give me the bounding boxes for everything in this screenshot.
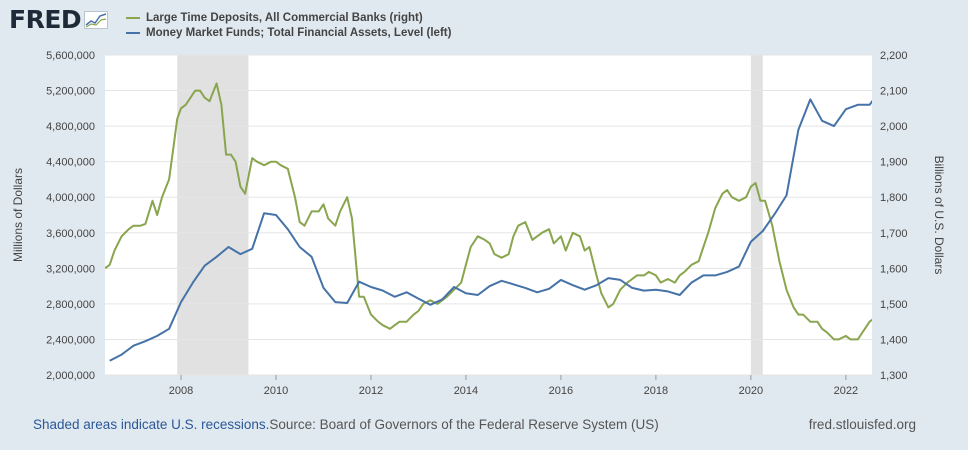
x-axis-ticks: 2008 2010 2012 2014 2016 2018 2020 2022 (169, 375, 858, 397)
legend-swatch-mmf (126, 31, 140, 34)
right-axis-title: Billions of U.S. Dollars (932, 156, 946, 275)
left-tick-label: 3,200,000 (46, 263, 95, 275)
left-tick-label: 4,000,000 (46, 192, 95, 204)
right-tick-label: 1,500 (880, 299, 908, 311)
right-tick-label: 1,400 (880, 334, 908, 346)
fred-site-link[interactable]: fred.stlouisfed.org (808, 417, 916, 432)
recession-note-link[interactable]: Shaded areas indicate U.S. recessions. (33, 417, 270, 432)
legend-label-deposits: Large Time Deposits, All Commercial Bank… (146, 11, 423, 24)
chart-footer-notes: Shaded areas indicate U.S. recessions.So… (33, 417, 659, 432)
x-tick-label: 2014 (454, 385, 478, 397)
recession-band-0 (177, 55, 249, 375)
left-tick-label: 5,600,000 (46, 50, 95, 62)
left-tick-label: 2,400,000 (46, 334, 95, 346)
x-tick-label: 2008 (169, 385, 193, 397)
right-tick-label: 1,700 (880, 228, 908, 240)
x-tick-label: 2010 (264, 385, 288, 397)
right-tick-label: 2,000 (880, 121, 908, 133)
left-tick-label: 5,200,000 (46, 86, 95, 98)
right-tick-label: 2,100 (880, 86, 908, 98)
left-tick-label: 4,400,000 (46, 157, 95, 169)
recession-shading (177, 55, 763, 375)
x-tick-label: 2020 (739, 385, 763, 397)
right-axis-ticks: 1,300 1,400 1,500 1,600 1,700 1,800 1,900 2,000… (880, 50, 908, 382)
right-tick-label: 1,300 (880, 370, 908, 382)
legend-swatch-deposits (126, 16, 140, 19)
chart-legend: Large Time Deposits, All Commercial Bank… (126, 10, 451, 40)
x-tick-label: 2012 (359, 385, 383, 397)
x-tick-label: 2016 (549, 385, 573, 397)
right-tick-label: 2,200 (880, 50, 908, 62)
chart-header: FRED Large Time Deposits, All Commercial… (0, 0, 968, 46)
left-axis-title: Millions of Dollars (11, 168, 25, 262)
right-tick-label: 1,800 (880, 192, 908, 204)
series-line-money-market-funds[interactable] (109, 89, 894, 362)
x-tick-label: 2018 (644, 385, 668, 397)
logo-text: FRED (9, 5, 82, 34)
left-tick-label: 2,800,000 (46, 299, 95, 311)
right-tick-label: 1,900 (880, 157, 908, 169)
legend-item-mmf[interactable]: Money Market Funds; Total Financial Asse… (126, 25, 451, 40)
recession-band-1 (750, 55, 763, 375)
chart-line-icon (84, 11, 109, 29)
chart-area[interactable]: 2,000,000 2,400,000 2,800,000 3,200,000 3,60… (0, 0, 968, 410)
grid-lines (105, 54, 872, 376)
left-tick-label: 2,000,000 (46, 370, 95, 382)
left-tick-label: 3,600,000 (46, 228, 95, 240)
legend-label-mmf: Money Market Funds; Total Financial Asse… (146, 26, 452, 39)
fred-logo[interactable]: FRED (9, 5, 109, 34)
left-axis-ticks: 2,000,000 2,400,000 2,800,000 3,200,000 3,60… (46, 50, 95, 382)
series-line-large-time-deposits[interactable] (105, 82, 889, 341)
legend-item-deposits[interactable]: Large Time Deposits, All Commercial Bank… (126, 10, 451, 25)
source-note: Source: Board of Governors of the Federa… (269, 417, 659, 432)
series-lines (105, 82, 894, 362)
right-tick-label: 1,600 (880, 263, 908, 275)
left-tick-label: 4,800,000 (46, 121, 95, 133)
x-tick-label: 2022 (834, 385, 858, 397)
